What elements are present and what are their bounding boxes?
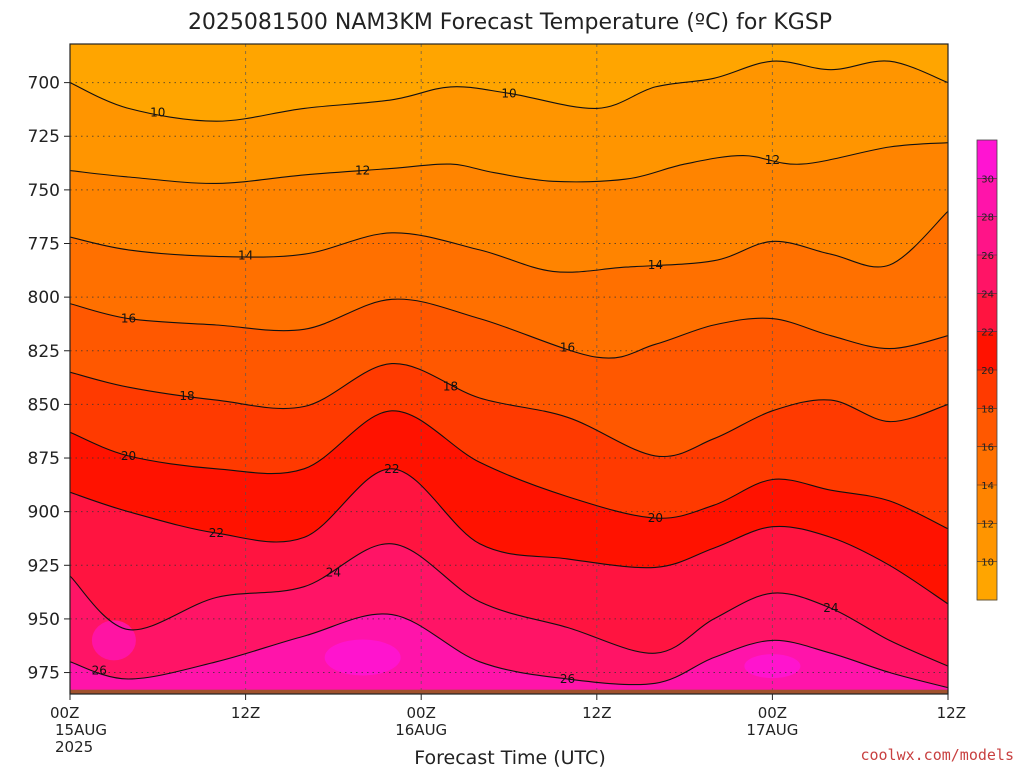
x-tick-label: 15AUG: [55, 721, 107, 739]
isotherm-label: 20: [648, 511, 663, 525]
y-tick-label: 975: [28, 664, 60, 684]
colorbar-tick-label: 30: [981, 174, 994, 185]
isotherm-line: [70, 210, 948, 273]
isotherm-contours: 10 10 12 12 14 14 16 16 18 18 20 20 22 22 24 24 26 26: [70, 60, 948, 689]
y-tick-label: 800: [28, 288, 60, 308]
x-tick-label: 2025: [55, 738, 93, 756]
plot-area: [70, 44, 948, 694]
colorbar-swatch: [977, 446, 997, 486]
x-tick-label: 12Z: [582, 704, 611, 722]
colorbar-tick-label: 28: [981, 213, 994, 224]
plot-frame: [69, 43, 949, 695]
y-tick-label: 850: [28, 395, 60, 415]
chart-title: 2025081500 NAM3KM Forecast Temperature (…: [188, 10, 832, 35]
isotherm-label: 10: [501, 86, 516, 100]
colorbar-swatch: [977, 370, 997, 409]
isotherm-label: 26: [560, 672, 575, 686]
isotherm-label: 24: [823, 601, 838, 615]
isotherm-label: 14: [648, 258, 663, 272]
isotherm-label: 20: [121, 449, 136, 463]
isotherm-label: 12: [355, 164, 370, 178]
y-tick-label: 825: [28, 342, 60, 362]
y-tick-label: 950: [28, 610, 60, 630]
y-tick-label: 725: [28, 127, 60, 147]
isotherm-line: [70, 543, 948, 667]
colorbar-swatch: [977, 293, 997, 333]
isotherm-label: 14: [238, 249, 253, 263]
isotherm-line: [70, 363, 948, 458]
isotherm-line: [70, 468, 948, 605]
colorbar-tick-label: 24: [981, 289, 994, 300]
x-tick-label: 16AUG: [395, 721, 447, 739]
y-tick-label: 900: [28, 503, 60, 523]
credit-text: coolwx.com/models: [860, 746, 1014, 764]
y-tick-label: 775: [28, 235, 60, 255]
colorbar-swatch: [977, 523, 997, 563]
isotherm-label: 22: [209, 526, 224, 540]
x-tick-label: 00Z: [758, 704, 787, 722]
isotherm-label: 10: [150, 106, 165, 120]
isotherm-line: [70, 410, 948, 530]
isotherm-label: 22: [384, 462, 399, 476]
colorbar-swatch: [977, 178, 997, 218]
colorbar-swatch: [977, 216, 997, 256]
colorbar-tick-label: 20: [981, 366, 994, 377]
colorbar-tick-label: 26: [981, 251, 994, 262]
y-tick-label: 925: [28, 556, 60, 576]
y-tick-label: 750: [28, 181, 60, 201]
isotherm-line: [70, 298, 948, 359]
y-axis: 700 725 750 775 800 825 850 875 900 925 950 975: [28, 74, 70, 684]
isotherm-label: 16: [560, 341, 575, 355]
colorbar-swatch: [977, 140, 997, 179]
colorbar-tick-label: 12: [981, 519, 994, 530]
isotherm-label: 24: [326, 565, 341, 579]
x-tick-label: 17AUG: [746, 721, 798, 739]
isotherm-label: 26: [92, 663, 107, 677]
ground-surface: [70, 689, 948, 694]
isotherm-line: [70, 613, 948, 689]
x-tick-label: 00Z: [407, 704, 436, 722]
colorbar-tick-label: 14: [981, 481, 994, 492]
x-axis-label: Forecast Time (UTC): [414, 747, 605, 768]
isotherm-line: [70, 60, 948, 122]
isotherm-label: 16: [121, 312, 136, 326]
colorbar-swatch: [977, 485, 997, 524]
colorbar-swatch: [977, 331, 997, 371]
x-tick-label: 12Z: [231, 704, 260, 722]
x-tick-label: 12Z: [937, 704, 966, 722]
isotherm-label: 18: [179, 389, 194, 403]
colorbar: 10 12 14 16 18 20 22 24 26 28 30: [976, 139, 998, 601]
warm-core: [324, 639, 401, 676]
warm-core: [91, 620, 136, 661]
isotherm-label: 12: [765, 153, 780, 167]
colorbar-tick-label: 22: [981, 328, 994, 339]
colorbar-swatch: [977, 255, 997, 294]
y-tick-label: 875: [28, 449, 60, 469]
colorbar-swatch: [977, 408, 997, 448]
colorbar-swatch: [977, 561, 997, 601]
isotherm-line: [70, 142, 948, 184]
plot-border: [69, 43, 949, 695]
band-fill: [70, 44, 948, 122]
y-tick-label: 700: [28, 74, 60, 94]
isotherm-label: 18: [443, 380, 458, 394]
colorbar-tick-label: 16: [981, 443, 994, 454]
x-tick-label: 00Z: [50, 704, 79, 722]
grid-lines: [69, 44, 949, 694]
colorbar-tick-label: 10: [981, 558, 994, 569]
surface-ground: [70, 689, 948, 694]
colorbar-tick-label: 18: [981, 404, 994, 415]
